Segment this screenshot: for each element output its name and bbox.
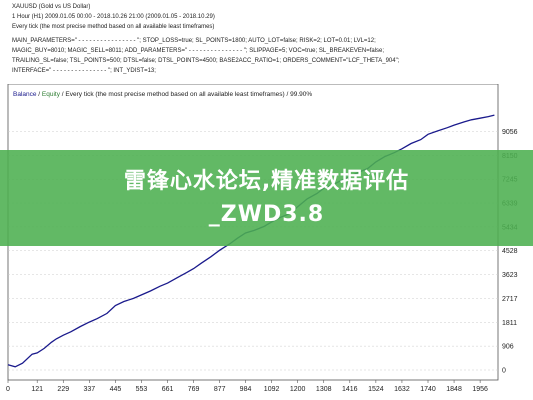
x-tick-label: 1308 <box>316 386 332 393</box>
legend-description: / Every tick (the most precise method ba… <box>60 91 312 98</box>
y-tick-label: 4528 <box>502 248 518 255</box>
report-title: XAUUSD (Gold vs US Dollar) <box>12 4 91 10</box>
x-axis-labels: 0 121 229 337 445 553 661 769 877 984 1092 1200 1308… <box>6 386 488 393</box>
x-tick-label: 121 <box>31 386 43 393</box>
param-line: INTERFACE=" - - - - - - - - - - - - - - … <box>12 68 156 74</box>
x-tick-label: 229 <box>57 386 69 393</box>
y-tick-label: 9056 <box>502 129 518 136</box>
x-tick-label: 1848 <box>446 386 462 393</box>
x-tick-label: 1956 <box>472 386 488 393</box>
x-tick-label: 769 <box>188 386 200 393</box>
legend-separator: / <box>37 91 42 98</box>
x-tick-label: 877 <box>214 386 226 393</box>
x-tick-label: 337 <box>84 386 96 393</box>
y-tick-label: 0 <box>502 368 506 375</box>
x-tick-label: 661 <box>162 386 174 393</box>
x-tick-label: 1632 <box>394 386 410 393</box>
legend-balance: Balance <box>13 91 37 98</box>
param-line: MAIN_PARAMETERS=" - - - - - - - - - - - … <box>12 38 376 44</box>
report-header: XAUUSD (Gold vs US Dollar) 1 Hour (H1) 2… <box>0 0 533 84</box>
x-tick-label: 1740 <box>420 386 436 393</box>
y-tick-label: 906 <box>502 344 514 351</box>
x-tick-label: 553 <box>136 386 148 393</box>
param-line: MAGIC_BUY=8010; MAGIC_SELL=8011; ADD_PAR… <box>12 48 385 54</box>
chart-legend: Balance / Equity / Every tick (the most … <box>13 91 312 98</box>
watermark-text: 雷锋心水论坛,精准数据评估_ZWD3.8 <box>123 169 410 227</box>
x-tick-label: 1524 <box>368 386 384 393</box>
report-model: Every tick (the most precise method base… <box>12 24 215 30</box>
y-tick-label: 1811 <box>502 320 517 327</box>
x-tick-label: 445 <box>110 386 122 393</box>
report-period: 1 Hour (H1) 2009.01.05 00:00 - 2018.10.2… <box>12 14 215 20</box>
param-line: TRAILING_SL=false; TSL_POINTS=500; DTSL=… <box>12 58 400 64</box>
watermark-banner: 雷锋心水论坛,精准数据评估_ZWD3.8 <box>0 150 533 246</box>
legend-equity: Equity <box>42 91 61 98</box>
x-tick-label: 984 <box>240 386 252 393</box>
y-tick-label: 2717 <box>502 296 518 303</box>
x-tick-label: 1200 <box>290 386 306 393</box>
x-tick-label: 0 <box>6 386 10 393</box>
x-tick-label: 1416 <box>342 386 358 393</box>
y-tick-label: 3623 <box>502 272 518 279</box>
x-tick-label: 1092 <box>264 386 280 393</box>
